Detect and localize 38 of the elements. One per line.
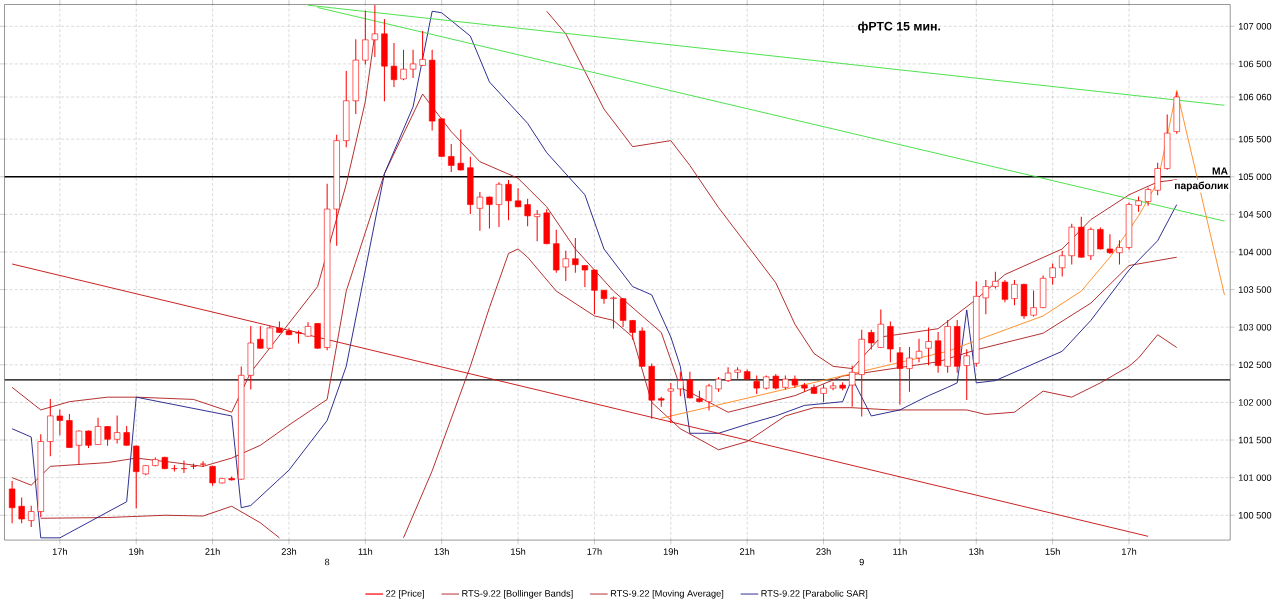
y-tick-label: 106 500 — [1238, 60, 1272, 68]
y-tick-label: 101 000 — [1238, 474, 1272, 481]
x-tick-label: 15h — [511, 547, 526, 555]
legend-label: RTS-9.22 [Bollinger Bands] — [462, 589, 573, 599]
y-tick-label: 105 000 — [1238, 173, 1272, 180]
y-tick-label: 103 500 — [1238, 286, 1272, 293]
text: 9 — [859, 558, 864, 566]
x-tick-label: 13h — [434, 547, 449, 555]
annotation: параболик — [1174, 181, 1229, 192]
annotation: MA — [1212, 167, 1228, 175]
x-tick-label: 17h — [52, 547, 67, 555]
y-tick-label: 101 500 — [1238, 436, 1272, 444]
x-tick-label: 21h — [739, 547, 755, 555]
x-tick-label: 19h — [129, 547, 144, 555]
x-tick-label: 17h — [587, 547, 602, 555]
x-tick-label: 15h — [1045, 547, 1060, 555]
y-tick-label: 104 500 — [1238, 210, 1272, 218]
y-tick-label: 103 000 — [1238, 323, 1272, 331]
x-tick-label: 23h — [281, 547, 297, 555]
y-tick-label: 104 000 — [1238, 248, 1272, 256]
y-tick-label: 106 060 — [1238, 93, 1272, 101]
x-tick-label: 17h — [1122, 547, 1137, 555]
legend-label: RTS-9.22 [Parabolic SAR] — [761, 589, 868, 599]
x-tick-label: 11h — [358, 547, 373, 555]
y-tick-label: 107 000 — [1238, 22, 1272, 30]
legend-label: 22 [Price] — [386, 589, 424, 599]
x-tick-label: 21h — [205, 547, 220, 555]
x-tick-label: 11h — [893, 547, 907, 555]
legend-label: RTS-9.22 [Moving Average] — [610, 589, 724, 599]
y-tick-label: 102 000 — [1238, 399, 1272, 406]
text: фРТС 15 мин. — [858, 21, 941, 33]
x-tick-label: 13h — [969, 547, 984, 555]
x-tick-label: 23h — [816, 547, 831, 555]
y-tick-label: 102 500 — [1238, 361, 1272, 368]
y-tick-label: 105 500 — [1238, 135, 1272, 143]
x-tick-label: 19h — [663, 547, 678, 555]
text: 8 — [324, 558, 330, 566]
y-tick-label: 100 500 — [1238, 511, 1272, 519]
